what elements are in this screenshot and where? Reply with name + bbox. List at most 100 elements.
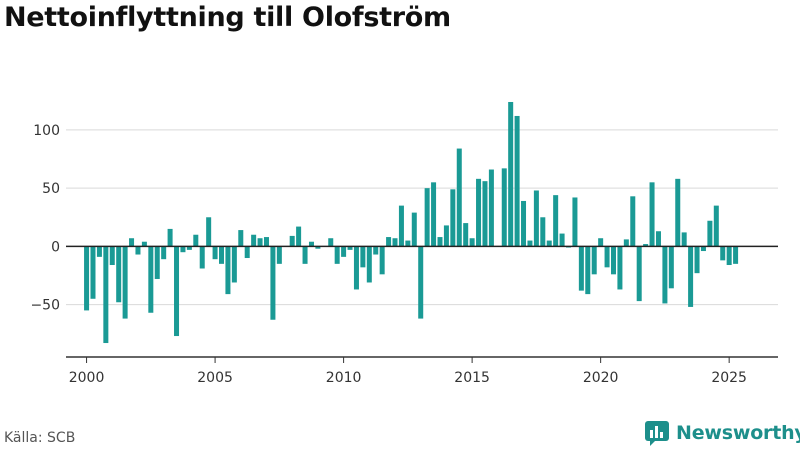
bar bbox=[263, 237, 269, 247]
x-tick-label: 2015 bbox=[454, 370, 490, 386]
bar bbox=[193, 234, 199, 247]
bar bbox=[302, 246, 308, 264]
y-tick-label: −50 bbox=[30, 298, 60, 314]
bar bbox=[308, 241, 314, 247]
x-tick-label: 2005 bbox=[197, 370, 233, 386]
bar bbox=[244, 246, 250, 259]
bar bbox=[418, 246, 424, 319]
bar bbox=[527, 240, 533, 247]
bar bbox=[366, 246, 372, 283]
bar bbox=[617, 246, 623, 290]
bar bbox=[270, 246, 276, 320]
bar bbox=[353, 246, 359, 290]
bar bbox=[103, 246, 109, 344]
brand-name: Newsworthy bbox=[676, 422, 800, 444]
y-tick-label: 0 bbox=[51, 239, 60, 255]
bar bbox=[90, 246, 96, 299]
bar bbox=[141, 241, 147, 247]
bar bbox=[521, 200, 527, 247]
bar bbox=[630, 196, 636, 247]
bar bbox=[289, 235, 295, 247]
bar bbox=[180, 246, 186, 253]
bar bbox=[398, 205, 404, 247]
bar bbox=[431, 182, 437, 247]
bar bbox=[373, 246, 379, 255]
bar bbox=[720, 246, 726, 261]
bar bbox=[276, 246, 282, 264]
bar bbox=[707, 220, 713, 247]
bar bbox=[585, 246, 591, 295]
bar bbox=[347, 246, 353, 250]
newsworthy-logo-icon bbox=[645, 421, 669, 446]
bar bbox=[572, 197, 578, 247]
bar bbox=[610, 246, 616, 275]
bar bbox=[148, 246, 154, 313]
bar bbox=[469, 238, 475, 247]
bar bbox=[662, 246, 668, 304]
bar bbox=[598, 238, 604, 247]
chart-title: Nettoinflyttning till Olofström bbox=[4, 2, 451, 33]
x-tick-label: 2020 bbox=[583, 370, 619, 386]
bar bbox=[328, 238, 334, 247]
bar bbox=[135, 246, 141, 255]
bar bbox=[161, 246, 167, 260]
bar bbox=[96, 246, 102, 257]
bar bbox=[219, 246, 225, 264]
bar bbox=[643, 244, 649, 247]
bar bbox=[463, 223, 469, 247]
bar bbox=[476, 178, 482, 247]
bar bbox=[360, 246, 366, 268]
bar bbox=[533, 190, 539, 247]
bar bbox=[206, 217, 212, 247]
bars-layer bbox=[84, 101, 739, 344]
bar bbox=[623, 239, 629, 247]
bar bbox=[681, 232, 687, 247]
bar bbox=[411, 212, 417, 247]
bar bbox=[122, 246, 128, 319]
brand: Newsworthy bbox=[644, 420, 800, 446]
bar bbox=[726, 246, 732, 266]
bar bbox=[668, 246, 674, 289]
bar bbox=[456, 148, 462, 247]
bar bbox=[688, 246, 694, 307]
bar bbox=[649, 182, 655, 247]
bar bbox=[514, 115, 520, 247]
bar bbox=[508, 101, 514, 247]
bar bbox=[655, 231, 661, 247]
bar bbox=[186, 246, 192, 250]
bar bbox=[546, 240, 552, 247]
bar bbox=[109, 246, 115, 266]
bar bbox=[296, 226, 302, 247]
bar bbox=[212, 246, 218, 260]
y-tick-label: 100 bbox=[33, 123, 60, 139]
bar bbox=[578, 246, 584, 291]
bar bbox=[482, 181, 488, 247]
bar bbox=[257, 238, 263, 247]
bar bbox=[636, 246, 642, 302]
bar bbox=[154, 246, 160, 279]
x-tick-label: 2025 bbox=[711, 370, 747, 386]
bar bbox=[315, 246, 321, 249]
bar bbox=[334, 246, 340, 264]
bar bbox=[129, 238, 135, 247]
bar bbox=[443, 225, 449, 247]
source-label: Källa: SCB bbox=[4, 430, 76, 446]
x-tick-label: 2010 bbox=[326, 370, 362, 386]
bar bbox=[559, 233, 565, 247]
x-tick-label: 2000 bbox=[69, 370, 105, 386]
bar bbox=[700, 246, 706, 252]
bar bbox=[591, 246, 597, 275]
bar bbox=[540, 217, 546, 247]
bar bbox=[341, 246, 347, 257]
bar bbox=[604, 246, 610, 268]
bar bbox=[450, 189, 456, 247]
bar bbox=[405, 240, 411, 247]
bar bbox=[231, 246, 237, 283]
bar bbox=[553, 195, 559, 247]
bar bbox=[379, 246, 385, 275]
bar bbox=[392, 238, 398, 247]
bar bbox=[167, 228, 173, 247]
bar bbox=[694, 246, 700, 274]
y-tick-label: 50 bbox=[42, 181, 60, 197]
